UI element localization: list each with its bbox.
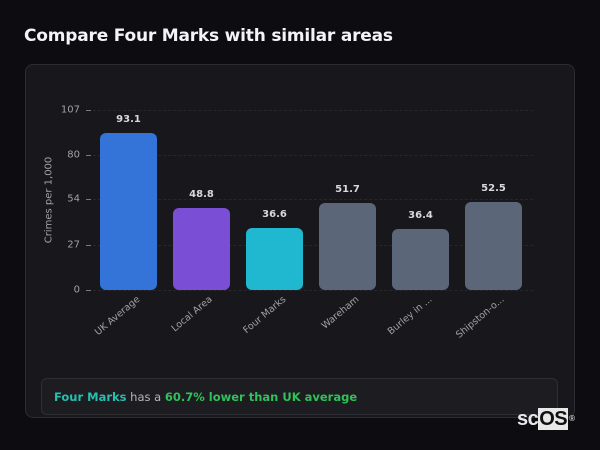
y-tick-mark (86, 155, 91, 156)
bar-value-label: 51.7 (335, 184, 360, 195)
summary-place: Four Marks (54, 390, 127, 404)
y-tick-label: 54 (67, 193, 80, 205)
y-tick-label: 107 (60, 104, 80, 116)
y-tick-mark (86, 290, 91, 291)
y-tick-mark (86, 245, 91, 246)
bar-burley-in[interactable] (392, 229, 449, 290)
logo-text-prefix: sc (517, 408, 539, 430)
summary-connector: has a (126, 390, 165, 404)
bar-wareham[interactable] (319, 203, 376, 290)
gridline (93, 155, 533, 156)
logo-text-os: OS (538, 408, 569, 430)
y-tick-label: 80 (67, 149, 80, 161)
y-tick-mark (86, 199, 91, 200)
gridline (93, 245, 533, 246)
page-title: Compare Four Marks with similar areas (24, 26, 393, 46)
gridline (93, 110, 533, 111)
bar-value-label: 93.1 (116, 114, 141, 125)
bar-value-label: 36.6 (262, 209, 287, 220)
y-tick-mark (86, 110, 91, 111)
y-tick-label: 0 (73, 284, 80, 296)
gridline (93, 290, 533, 291)
bar-value-label: 36.4 (408, 210, 433, 221)
bar-value-label: 52.5 (481, 183, 506, 194)
bar-uk-average[interactable] (100, 133, 157, 290)
gridline (93, 199, 533, 200)
bar-local-area[interactable] (173, 208, 230, 290)
bar-four-marks[interactable] (246, 228, 303, 290)
comparison-summary: Four Marks has a 60.7% lower than UK ave… (41, 378, 558, 415)
y-tick-label: 27 (67, 239, 80, 251)
bar-shipston-o[interactable] (465, 202, 522, 290)
registered-mark-icon: ® (569, 414, 575, 423)
bar-value-label: 48.8 (189, 189, 214, 200)
scos-logo: scOS ® (517, 408, 575, 430)
summary-stat: 60.7% lower than UK average (164, 390, 358, 404)
